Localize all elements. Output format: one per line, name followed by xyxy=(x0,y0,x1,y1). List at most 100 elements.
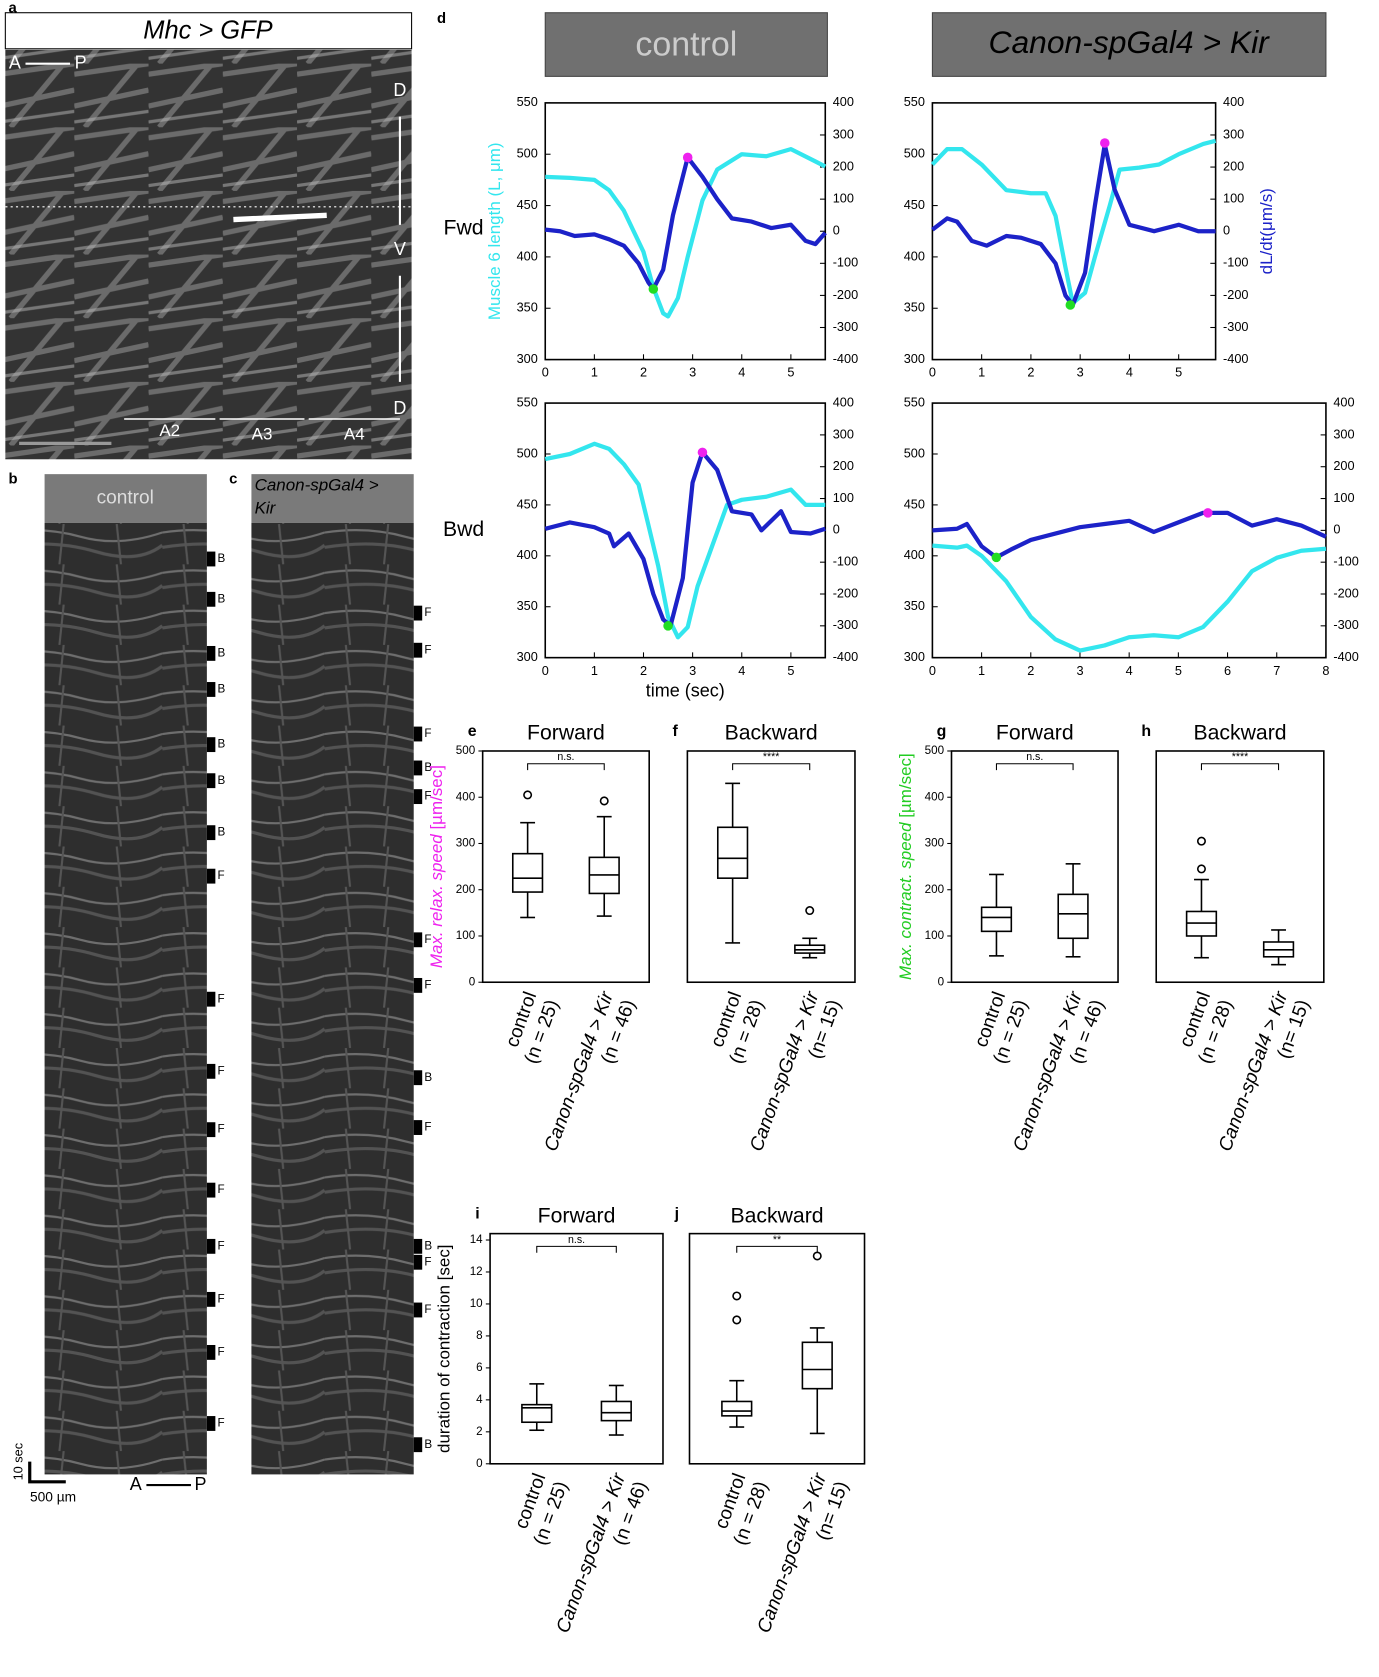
y2-tick-label: 0 xyxy=(833,522,840,537)
event-label: F xyxy=(424,606,431,619)
significance-bracket xyxy=(537,1246,617,1252)
x-tick-label: 4 xyxy=(738,663,745,678)
x-tick-label: 7 xyxy=(1273,663,1280,678)
data-line xyxy=(545,452,825,625)
outlier xyxy=(524,791,531,798)
segment-label: A2 xyxy=(159,421,180,440)
category-label: control(n = 25) xyxy=(508,1471,572,1548)
event-label: B xyxy=(217,774,225,787)
event-marker xyxy=(207,1345,215,1360)
axis-label: P xyxy=(75,52,87,72)
category-label: control(n = 25) xyxy=(968,989,1032,1066)
category-label: control(n = 28) xyxy=(1173,989,1237,1066)
y-tick-label: 0 xyxy=(476,1457,483,1470)
category-label: control(n = 25) xyxy=(499,989,563,1066)
significance-label: n.s. xyxy=(1026,751,1043,763)
y2-tick-label: -300 xyxy=(833,617,858,632)
x-tick-label: 0 xyxy=(542,365,549,380)
peak-marker xyxy=(1100,138,1110,148)
significance-label: n.s. xyxy=(568,1234,585,1246)
event-marker xyxy=(414,789,422,804)
y2-tick-label: 100 xyxy=(833,191,854,206)
y-axis-label-part: [µm/sec] xyxy=(428,765,447,834)
y-tick-label: 550 xyxy=(904,94,925,109)
x-tick-label: 6 xyxy=(1224,663,1231,678)
significance-bracket xyxy=(528,764,605,770)
y-tick-label: 350 xyxy=(904,598,925,613)
chart-title: Backward xyxy=(1193,722,1286,745)
event-label: B xyxy=(217,738,225,751)
event-marker xyxy=(414,761,422,776)
column-title: Canon-spGal4 > Kir xyxy=(988,24,1270,60)
event-label: B xyxy=(217,683,225,696)
kymograph xyxy=(45,523,207,1474)
event-label: B xyxy=(217,646,225,659)
y2-tick-label: -400 xyxy=(833,351,858,366)
significance-bracket xyxy=(733,764,810,770)
y2-tick-label: 100 xyxy=(1333,490,1354,505)
y-tick-label: 550 xyxy=(517,394,538,409)
event-label: F xyxy=(217,1292,224,1305)
event-label: F xyxy=(424,1303,431,1316)
y2-tick-label: 200 xyxy=(833,458,854,473)
y-tick-label: 450 xyxy=(517,197,538,212)
y2-tick-label: 200 xyxy=(1333,458,1354,473)
x-tick-label: 2 xyxy=(640,663,647,678)
plot-frame xyxy=(490,1234,663,1464)
event-label: F xyxy=(424,727,431,740)
y-tick-label: 500 xyxy=(517,146,538,161)
y2-tick-label: -100 xyxy=(1223,255,1248,270)
y2-tick-label: -100 xyxy=(833,554,858,569)
y-tick-label: 8 xyxy=(476,1329,482,1342)
event-label: F xyxy=(424,643,431,656)
y-tick-label: 500 xyxy=(517,445,538,460)
panel-letter: j xyxy=(674,1206,679,1223)
panel-title: Canon-spGal4 > xyxy=(255,475,379,494)
event-marker xyxy=(207,1239,215,1254)
y2-axis-label: dL/dt(μm/s) xyxy=(1257,188,1276,274)
peak-marker xyxy=(698,448,708,458)
panel-title: Kir xyxy=(255,499,277,518)
y-tick-label: 400 xyxy=(456,790,476,803)
y2-tick-label: -400 xyxy=(833,649,858,664)
event-marker xyxy=(414,1070,422,1085)
event-marker xyxy=(414,606,422,621)
y2-tick-label: 0 xyxy=(1333,522,1340,537)
outlier xyxy=(601,797,608,804)
event-marker xyxy=(207,737,215,752)
event-marker xyxy=(414,643,422,658)
chart-title: Backward xyxy=(725,722,818,745)
y2-tick-label: -200 xyxy=(1223,287,1248,302)
plot-frame xyxy=(932,403,1326,658)
x-tick-label: 5 xyxy=(1175,663,1182,678)
y2-tick-label: 200 xyxy=(833,158,854,173)
event-label: F xyxy=(424,1121,431,1134)
significance-label: **** xyxy=(763,751,780,763)
outlier xyxy=(733,1316,740,1323)
x-tick-label: 2 xyxy=(640,365,647,380)
plot-frame xyxy=(1156,751,1324,982)
y2-tick-label: -200 xyxy=(833,585,858,600)
y2-tick-label: -300 xyxy=(833,319,858,334)
event-label: F xyxy=(217,992,224,1005)
event-marker xyxy=(414,932,422,947)
scale-label: 500 µm xyxy=(30,1489,76,1504)
y-tick-label: 500 xyxy=(904,445,925,460)
panel-letter: c xyxy=(229,471,237,487)
x-tick-label: 3 xyxy=(1076,663,1083,678)
event-marker xyxy=(207,646,215,661)
y-tick-label: 350 xyxy=(904,300,925,315)
panel-a: a Mhc > GFP A P D V D A2 A3 A4 xyxy=(5,0,411,459)
y-axis-label-part: Max. relax. speed xyxy=(428,834,447,968)
x-tick-label: 3 xyxy=(1077,365,1084,380)
event-label: B xyxy=(424,1239,432,1252)
outlier xyxy=(806,907,813,914)
y2-tick-label: 300 xyxy=(833,126,854,141)
event-marker xyxy=(207,552,215,567)
x-tick-label: 4 xyxy=(738,365,745,380)
peak-marker xyxy=(1203,508,1213,518)
y-tick-label: 300 xyxy=(925,837,945,850)
scale-label: 10 sec xyxy=(10,1442,25,1480)
y-tick-label: 450 xyxy=(904,197,925,212)
y-axis-label-part: [µm/sec] xyxy=(896,753,915,822)
